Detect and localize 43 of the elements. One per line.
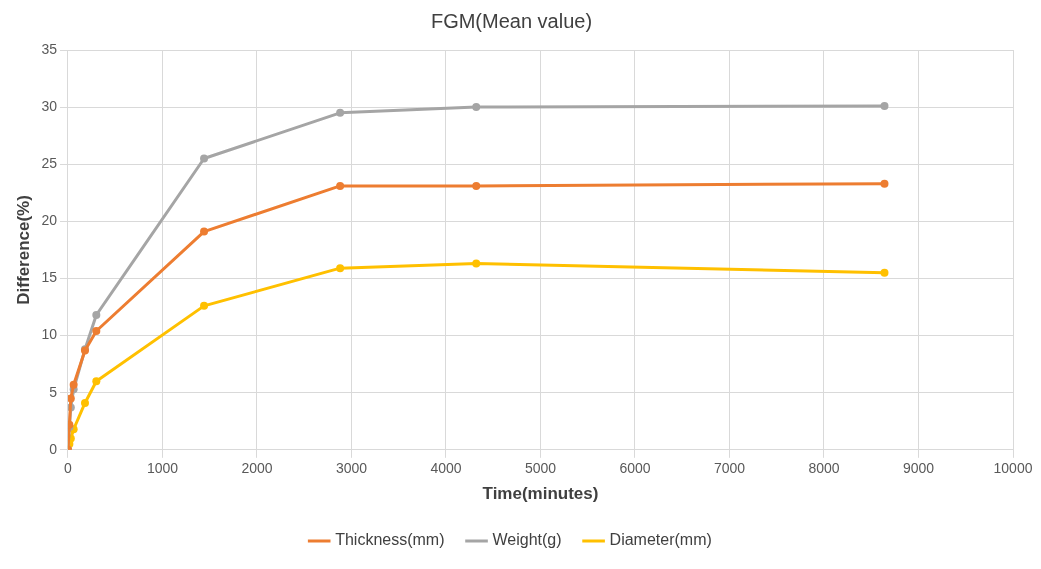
point (67, 394, 75, 403)
x-tick-label: 3000 (335, 460, 368, 477)
x-tick-label: 1000 (146, 460, 179, 477)
legend-label: Weight(g) (492, 531, 562, 549)
y-axis-title: Difference(%) (13, 195, 33, 305)
y-tick-label: 10 (41, 326, 58, 343)
point (92, 377, 101, 386)
y-tick-label: 35 (41, 40, 58, 57)
legend-label: Thickness(mm) (335, 531, 445, 549)
point (80, 398, 89, 407)
y-tick-label: 0 (49, 440, 58, 457)
x-tick-label: 0 (64, 460, 73, 477)
y-tick-label: 15 (41, 269, 58, 286)
point (336, 108, 345, 117)
point (472, 259, 481, 268)
chart-title: FGM(Mean value) (430, 9, 593, 32)
point (200, 227, 209, 236)
point (336, 264, 345, 273)
x-tick-label: 6000 (619, 460, 651, 477)
x-axis-title: Time(minutes) (482, 484, 599, 504)
x-tick-label: 7000 (713, 460, 746, 477)
point (880, 268, 889, 277)
point (336, 181, 345, 190)
point (69, 380, 78, 389)
x-tick-label: 4000 (430, 460, 462, 477)
point (880, 179, 889, 188)
point (92, 311, 101, 320)
x-tick-label: 5000 (524, 460, 557, 477)
point (472, 181, 481, 190)
legend-label: Diameter(mm) (609, 531, 712, 549)
y-tick-label: 5 (49, 383, 58, 400)
point (880, 101, 889, 110)
x-tick-label: 10000 (993, 460, 1033, 477)
y-tick-label: 30 (41, 97, 58, 114)
x-tick-label: 8000 (808, 460, 840, 477)
x-tick-label: 9000 (902, 460, 935, 477)
y-tick-label: 25 (41, 155, 58, 172)
point (92, 327, 101, 335)
point (472, 103, 481, 112)
x-tick-label: 2000 (241, 460, 273, 477)
point (200, 301, 209, 310)
y-tick-label: 20 (41, 212, 58, 229)
point (200, 154, 209, 163)
